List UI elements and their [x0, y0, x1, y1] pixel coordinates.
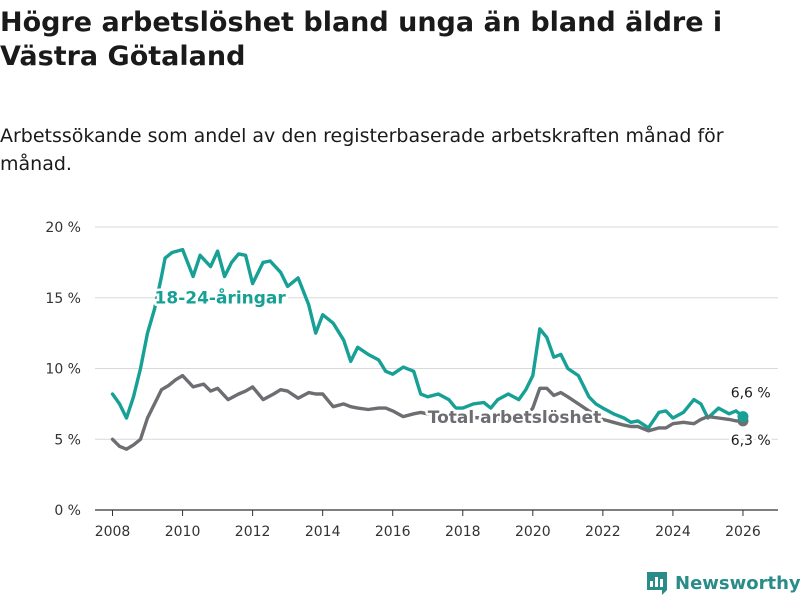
x-tick-label: 2010 — [165, 524, 201, 540]
brand-name: Newsworthy — [675, 572, 800, 594]
bar-chart-icon — [647, 572, 667, 595]
series-label-total: Total arbetslöshet — [428, 408, 602, 428]
x-tick-label: 2008 — [95, 524, 131, 540]
x-tick-label: 2014 — [305, 524, 341, 540]
x-tick-label: 2016 — [375, 524, 411, 540]
x-tick-label: 2022 — [585, 524, 621, 540]
endpoint-dot-18-24 — [737, 411, 749, 423]
y-tick-label: 15 % — [45, 291, 81, 307]
y-tick-label: 20 % — [45, 220, 81, 236]
x-tick-label: 2026 — [725, 524, 761, 540]
newsworthy-logo[interactable]: Newsworthy — [645, 568, 800, 598]
series-line-total — [110, 373, 745, 451]
chart-title: Högre arbetslöshet bland unga än bland ä… — [0, 7, 723, 72]
series-line-18-24 — [110, 247, 745, 430]
end-label-total: 6,3 % — [731, 433, 771, 449]
x-tick-label: 2012 — [235, 524, 271, 540]
series-label-18-24: 18-24-åringar — [155, 286, 287, 308]
y-tick-label: 0 % — [54, 503, 81, 519]
x-tick-label: 2018 — [445, 524, 481, 540]
chart-subtitle: Arbetssökande som andel av den registerb… — [0, 125, 724, 175]
y-tick-label: 5 % — [54, 432, 81, 448]
x-tick-label: 2020 — [515, 524, 551, 540]
x-tick-label: 2024 — [655, 524, 691, 540]
end-label-18-24: 6,6 % — [731, 386, 771, 402]
y-tick-label: 10 % — [45, 362, 81, 378]
